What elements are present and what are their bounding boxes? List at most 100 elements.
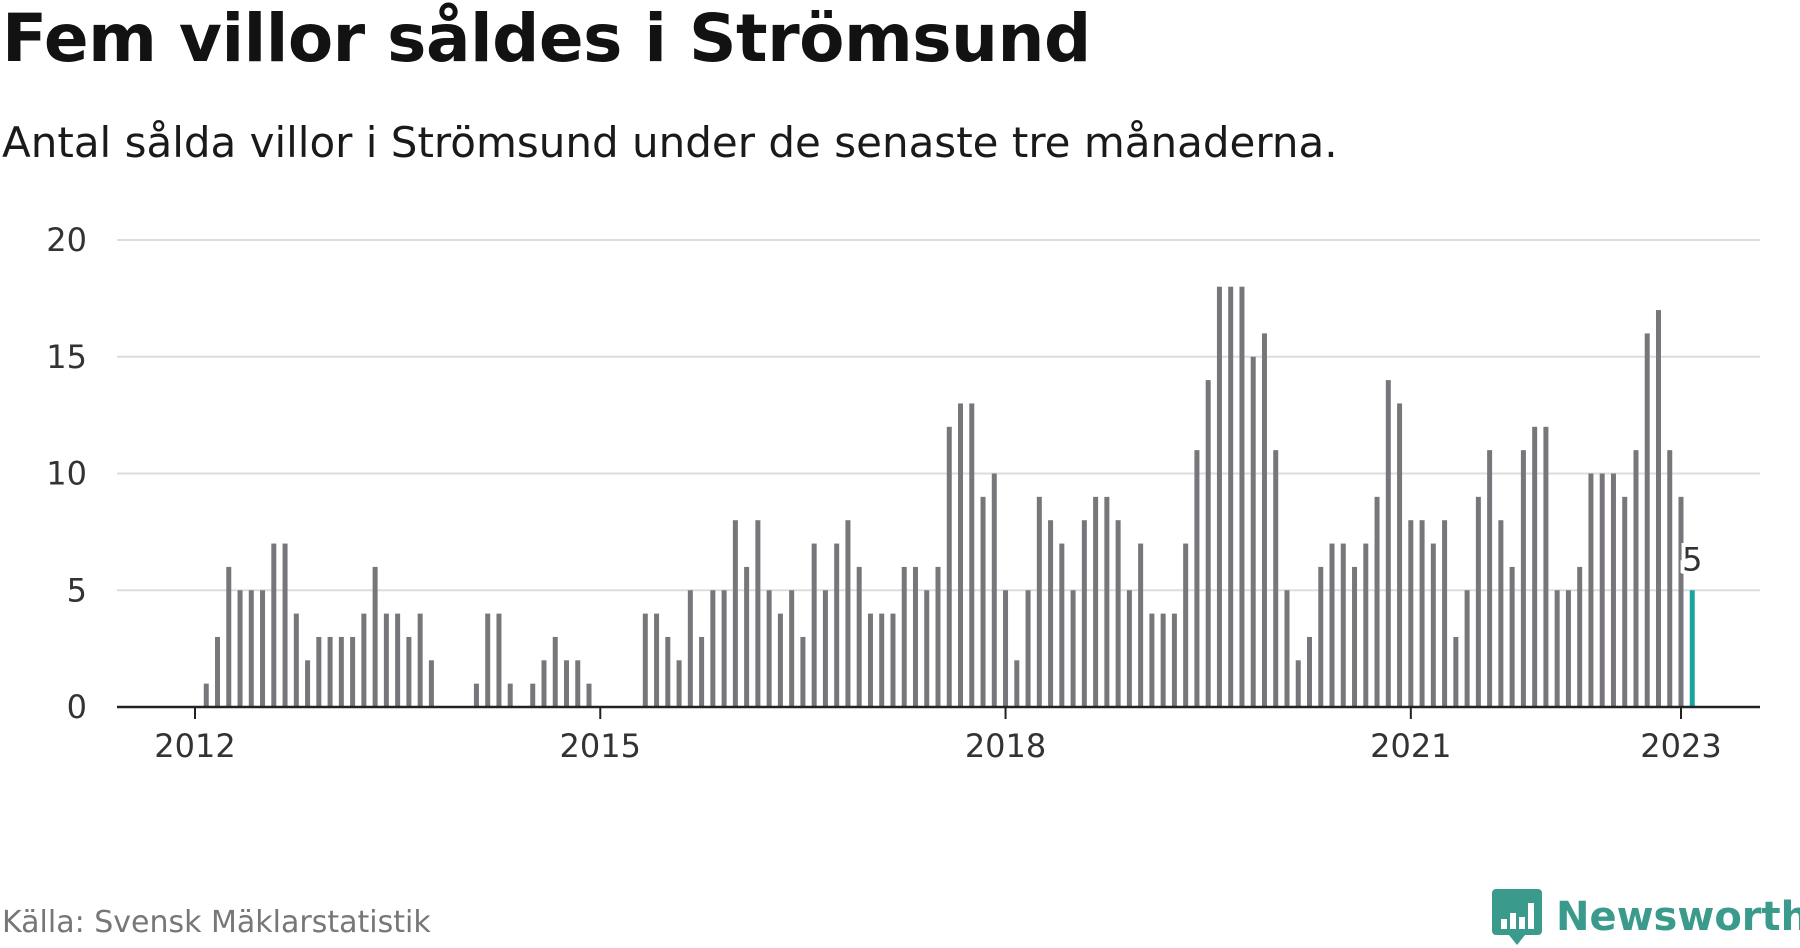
bar [282, 543, 288, 707]
bar [935, 566, 941, 707]
bar [1160, 613, 1166, 707]
bar [1228, 286, 1234, 707]
bar [226, 566, 232, 707]
bar [1025, 590, 1031, 707]
bar [1093, 496, 1099, 707]
x-axis: 2012 2015 2018 2021 2023 [117, 705, 1760, 765]
bar [1104, 496, 1110, 707]
bar-chart-speech-bubble-icon [1492, 889, 1542, 945]
bar [485, 613, 491, 707]
bar [350, 636, 356, 707]
y-axis-ticks: 0 5 10 15 20 [46, 221, 87, 726]
bar [1239, 286, 1245, 707]
bar [946, 426, 952, 707]
bar [1655, 310, 1661, 707]
bar [1307, 636, 1312, 707]
bar [1273, 450, 1279, 707]
highlight-value-label: 5 [1682, 540, 1702, 578]
x-tick-label: 2021 [1370, 727, 1451, 765]
bar [1453, 636, 1459, 707]
y-tick-label: 5 [67, 571, 87, 609]
bar [1183, 543, 1189, 707]
bar [1610, 473, 1616, 707]
y-tick-label: 15 [46, 338, 87, 376]
bar [338, 636, 344, 707]
bar [1014, 660, 1020, 707]
bar [744, 566, 750, 707]
bar [867, 613, 873, 707]
bar [507, 683, 513, 707]
bar [845, 520, 851, 707]
bar [1577, 566, 1583, 707]
bars [203, 286, 1695, 707]
bar [1442, 520, 1448, 707]
bar [1340, 543, 1346, 707]
bar [1149, 613, 1155, 707]
x-tick-label: 2023 [1640, 727, 1721, 765]
bar [564, 660, 569, 707]
bar [293, 613, 299, 707]
bar [1475, 496, 1481, 707]
bar [586, 683, 592, 707]
bar [924, 590, 930, 707]
bar [1261, 333, 1267, 707]
bar [834, 543, 840, 707]
bar [215, 636, 221, 707]
bar [1385, 380, 1391, 707]
bar [575, 660, 581, 707]
bar [1070, 590, 1076, 707]
bar [1003, 590, 1009, 707]
bar [1126, 590, 1132, 707]
bar [732, 520, 738, 707]
bar [1644, 333, 1650, 707]
bar [1194, 450, 1200, 707]
bar [237, 590, 243, 707]
bar [1048, 520, 1054, 707]
bar [1374, 496, 1380, 707]
bar [879, 613, 885, 707]
bar [1509, 566, 1515, 707]
bar-chart: 0 5 10 15 20 2012 2015 2018 2021 2023 5 [46, 221, 1760, 765]
bar [1678, 496, 1684, 707]
bar [316, 636, 322, 707]
bar [1295, 660, 1301, 707]
bar [980, 496, 986, 707]
x-tick-label: 2012 [154, 727, 235, 765]
bar [1059, 543, 1065, 707]
bar [1464, 590, 1470, 707]
bar [766, 590, 772, 707]
bar [361, 613, 367, 707]
bar [1667, 450, 1673, 707]
brand-name: Newsworthy [1556, 894, 1800, 940]
bar [496, 613, 502, 707]
bar [789, 590, 795, 707]
bar [1363, 543, 1369, 707]
bar [1036, 496, 1042, 707]
bar [654, 613, 660, 707]
bar [428, 660, 434, 707]
bar [1138, 543, 1144, 707]
bar [1588, 473, 1594, 707]
newsworthy-logo: Newsworthy [1492, 887, 1800, 947]
bar [1622, 496, 1628, 707]
bar [248, 590, 254, 707]
bar [1171, 613, 1177, 707]
bar [755, 520, 761, 707]
bar [203, 683, 209, 707]
y-tick-label: 10 [46, 455, 87, 493]
bar [1554, 590, 1560, 707]
bar [665, 636, 671, 707]
bar [1408, 520, 1414, 707]
bar [1532, 426, 1538, 707]
bar [1397, 403, 1403, 707]
bar [1599, 473, 1605, 707]
bar [1318, 566, 1324, 707]
bar [1250, 356, 1256, 707]
bar [1543, 426, 1549, 707]
bar [1081, 520, 1087, 707]
bar [958, 403, 964, 707]
bar [406, 636, 412, 707]
bar [541, 660, 547, 707]
bar [1419, 520, 1425, 707]
bar [1115, 520, 1121, 707]
